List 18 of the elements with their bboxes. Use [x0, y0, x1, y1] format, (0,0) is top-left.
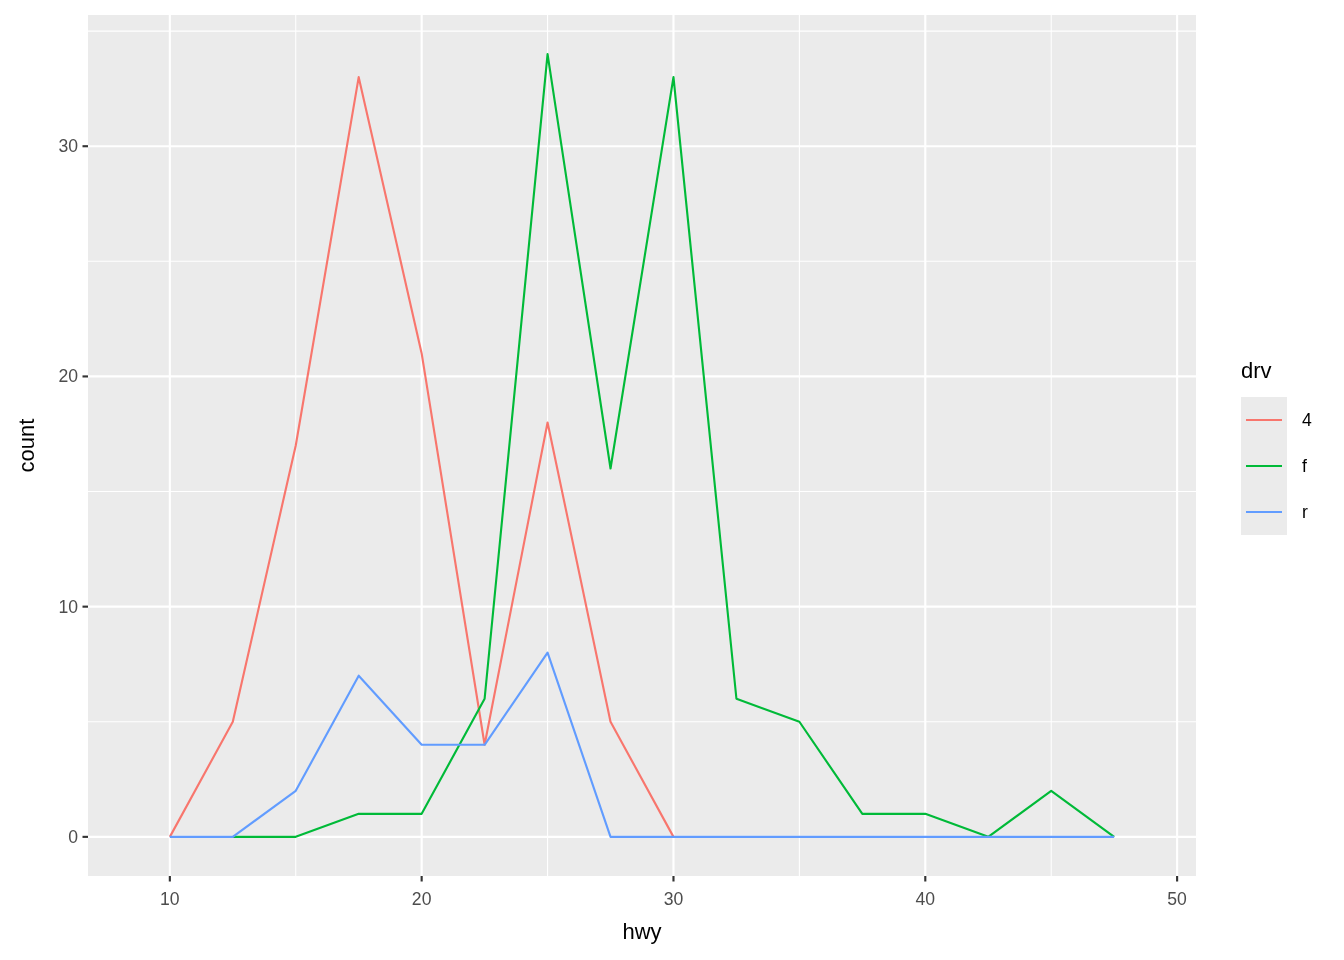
y-tick-label: 30 [58, 136, 79, 157]
line-series [231, 53, 1116, 838]
legend-label: r [1302, 502, 1308, 522]
y-tick-label: 10 [58, 596, 79, 617]
legend-label: f [1302, 456, 1307, 476]
x-axis-title: hwy [622, 919, 662, 944]
x-tick-label: 20 [411, 889, 432, 909]
line-series [168, 76, 675, 838]
x-tick-label: 40 [915, 889, 936, 909]
x-tick-label: 50 [1167, 889, 1188, 909]
y-axis-title: count [14, 418, 39, 473]
legend-label: 4 [1302, 410, 1312, 430]
x-tick-label: 10 [160, 889, 180, 909]
line-series [168, 651, 1116, 838]
legend-title: drv [1241, 358, 1272, 383]
y-tick-label: 20 [58, 366, 79, 387]
y-tick-label: 0 [68, 826, 79, 847]
x-tick-label: 30 [663, 889, 684, 909]
